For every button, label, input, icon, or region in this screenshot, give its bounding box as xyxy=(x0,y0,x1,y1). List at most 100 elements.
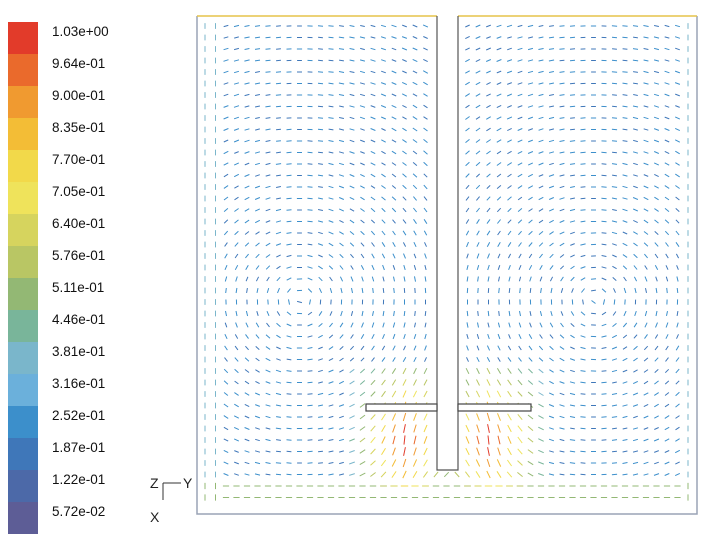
velocity-vector xyxy=(329,95,334,96)
velocity-vector xyxy=(518,94,523,96)
velocity-vector xyxy=(370,473,375,477)
velocity-vector xyxy=(393,254,395,259)
velocity-vector xyxy=(550,346,554,350)
velocity-vector xyxy=(350,152,355,154)
velocity-vector xyxy=(372,243,375,247)
velocity-vector xyxy=(318,417,323,418)
velocity-vector xyxy=(328,474,333,475)
velocity-vector xyxy=(497,459,500,466)
velocity-vector xyxy=(612,463,617,464)
velocity-vector xyxy=(360,83,365,84)
velocity-vector xyxy=(339,118,344,119)
velocity-vector xyxy=(246,311,247,316)
velocity-vector xyxy=(340,323,343,327)
velocity-vector xyxy=(654,106,659,108)
velocity-vector xyxy=(518,71,523,73)
velocity-vector xyxy=(486,94,490,96)
velocity-vector xyxy=(561,323,564,327)
velocity-vector xyxy=(476,59,480,61)
velocity-vector xyxy=(530,288,531,293)
velocity-vector xyxy=(381,83,386,85)
velocity-vector xyxy=(528,197,532,200)
velocity-vector xyxy=(675,117,680,119)
velocity-vector xyxy=(255,474,260,475)
velocity-vector xyxy=(549,106,554,107)
velocity-vector xyxy=(476,37,481,39)
velocity-vector xyxy=(381,94,386,96)
velocity-vector xyxy=(255,186,260,188)
velocity-vector xyxy=(245,346,248,350)
velocity-vector xyxy=(498,323,499,328)
velocity-vector xyxy=(528,25,533,26)
velocity-vector xyxy=(318,187,323,188)
velocity-vector xyxy=(559,37,564,38)
velocity-vector xyxy=(581,371,586,372)
velocity-vector xyxy=(528,60,533,61)
velocity-vector xyxy=(654,451,659,453)
velocity-vector xyxy=(507,48,512,50)
velocity-vector xyxy=(549,451,554,452)
velocity-vector xyxy=(665,151,669,153)
velocity-vector xyxy=(476,48,480,50)
velocity-vector xyxy=(570,232,575,234)
velocity-vector xyxy=(540,335,543,339)
velocity-vector xyxy=(549,83,554,84)
velocity-vector xyxy=(339,37,344,38)
velocity-vector xyxy=(633,358,637,361)
velocity-vector xyxy=(612,266,616,268)
velocity-vector xyxy=(676,404,680,407)
velocity-vector xyxy=(580,405,585,406)
velocity-vector xyxy=(423,59,427,61)
velocity-vector xyxy=(676,381,679,384)
velocity-vector xyxy=(570,95,575,96)
velocity-vector xyxy=(350,358,354,361)
velocity-vector xyxy=(602,233,607,234)
velocity-vector xyxy=(623,243,628,245)
velocity-vector xyxy=(466,174,470,178)
velocity-vector xyxy=(633,405,638,407)
velocity-vector xyxy=(349,404,354,407)
velocity-vector xyxy=(404,447,406,456)
velocity-vector xyxy=(654,48,659,49)
velocity-vector xyxy=(509,288,510,293)
velocity-vector xyxy=(414,448,417,456)
velocity-vector xyxy=(644,163,649,165)
velocity-vector xyxy=(675,60,680,62)
velocity-vector xyxy=(497,368,500,374)
velocity-vector xyxy=(519,277,520,282)
velocity-vector xyxy=(413,391,416,397)
velocity-vector xyxy=(424,185,427,189)
axis-triad: Z Y X xyxy=(150,475,193,525)
velocity-vector xyxy=(528,129,533,131)
velocity-vector xyxy=(245,439,250,441)
velocity-vector xyxy=(560,266,563,269)
velocity-vector xyxy=(350,346,353,350)
velocity-vector xyxy=(466,380,469,386)
velocity-vector xyxy=(244,60,249,61)
velocity-vector xyxy=(560,335,564,339)
velocity-vector xyxy=(308,255,313,256)
velocity-vector xyxy=(245,358,249,361)
velocity-vector xyxy=(465,25,469,27)
velocity-vector xyxy=(328,26,333,27)
velocity-vector xyxy=(644,49,649,50)
velocity-vector xyxy=(267,311,269,316)
velocity-vector xyxy=(644,186,649,188)
velocity-vector xyxy=(487,208,490,212)
velocity-vector xyxy=(235,381,239,384)
velocity-vector xyxy=(425,334,426,339)
velocity-vector xyxy=(266,152,271,153)
velocity-vector xyxy=(329,152,334,153)
velocity-vector xyxy=(383,277,384,282)
velocity-vector xyxy=(318,393,323,394)
velocity-vector xyxy=(350,94,355,95)
velocity-vector xyxy=(528,426,533,430)
velocity-vector xyxy=(329,405,334,406)
velocity-vector xyxy=(276,95,281,96)
velocity-vector xyxy=(549,428,554,430)
velocity-vector xyxy=(519,243,522,247)
velocity-vector xyxy=(360,381,365,385)
velocity-vector xyxy=(507,25,512,27)
velocity-vector xyxy=(225,346,228,350)
velocity-vector xyxy=(266,221,270,223)
